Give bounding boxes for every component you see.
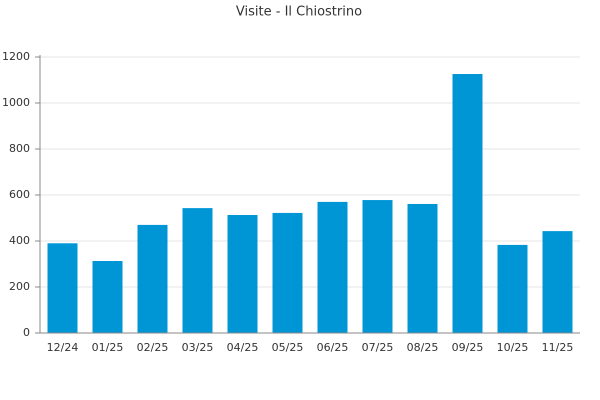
- bar: [317, 201, 348, 333]
- bar: [272, 212, 303, 333]
- y-tick-label: 0: [23, 326, 30, 339]
- chart-title: Visite - Il Chiostrino: [236, 5, 362, 20]
- x-tick-label: 06/25: [317, 341, 349, 354]
- bar: [92, 261, 123, 333]
- y-tick-label: 1200: [2, 50, 30, 63]
- bar: [137, 224, 168, 333]
- bar: [362, 200, 393, 333]
- x-tick-label: 12/24: [47, 341, 79, 354]
- y-tick-label: 400: [9, 234, 30, 247]
- y-tick-label: 800: [9, 142, 30, 155]
- bar: [47, 243, 78, 333]
- x-tick-label: 07/25: [362, 341, 394, 354]
- bar: [497, 244, 528, 333]
- x-tick-label: 10/25: [497, 341, 529, 354]
- x-tick-label: 11/25: [542, 341, 574, 354]
- bar: [542, 231, 573, 333]
- bar: [407, 203, 438, 333]
- x-tick-label: 03/25: [182, 341, 214, 354]
- x-tick-label: 05/25: [272, 341, 304, 354]
- x-tick-label: 08/25: [407, 341, 439, 354]
- y-tick-label: 600: [9, 188, 30, 201]
- x-tick-label: 04/25: [227, 341, 259, 354]
- bar: [182, 208, 213, 333]
- x-tick-label: 09/25: [452, 341, 484, 354]
- bar: [452, 74, 483, 334]
- bar: [227, 215, 258, 333]
- x-tick-label: 01/25: [92, 341, 124, 354]
- x-tick-label: 02/25: [137, 341, 169, 354]
- y-tick-label: 200: [9, 280, 30, 293]
- y-tick-label: 1000: [2, 96, 30, 109]
